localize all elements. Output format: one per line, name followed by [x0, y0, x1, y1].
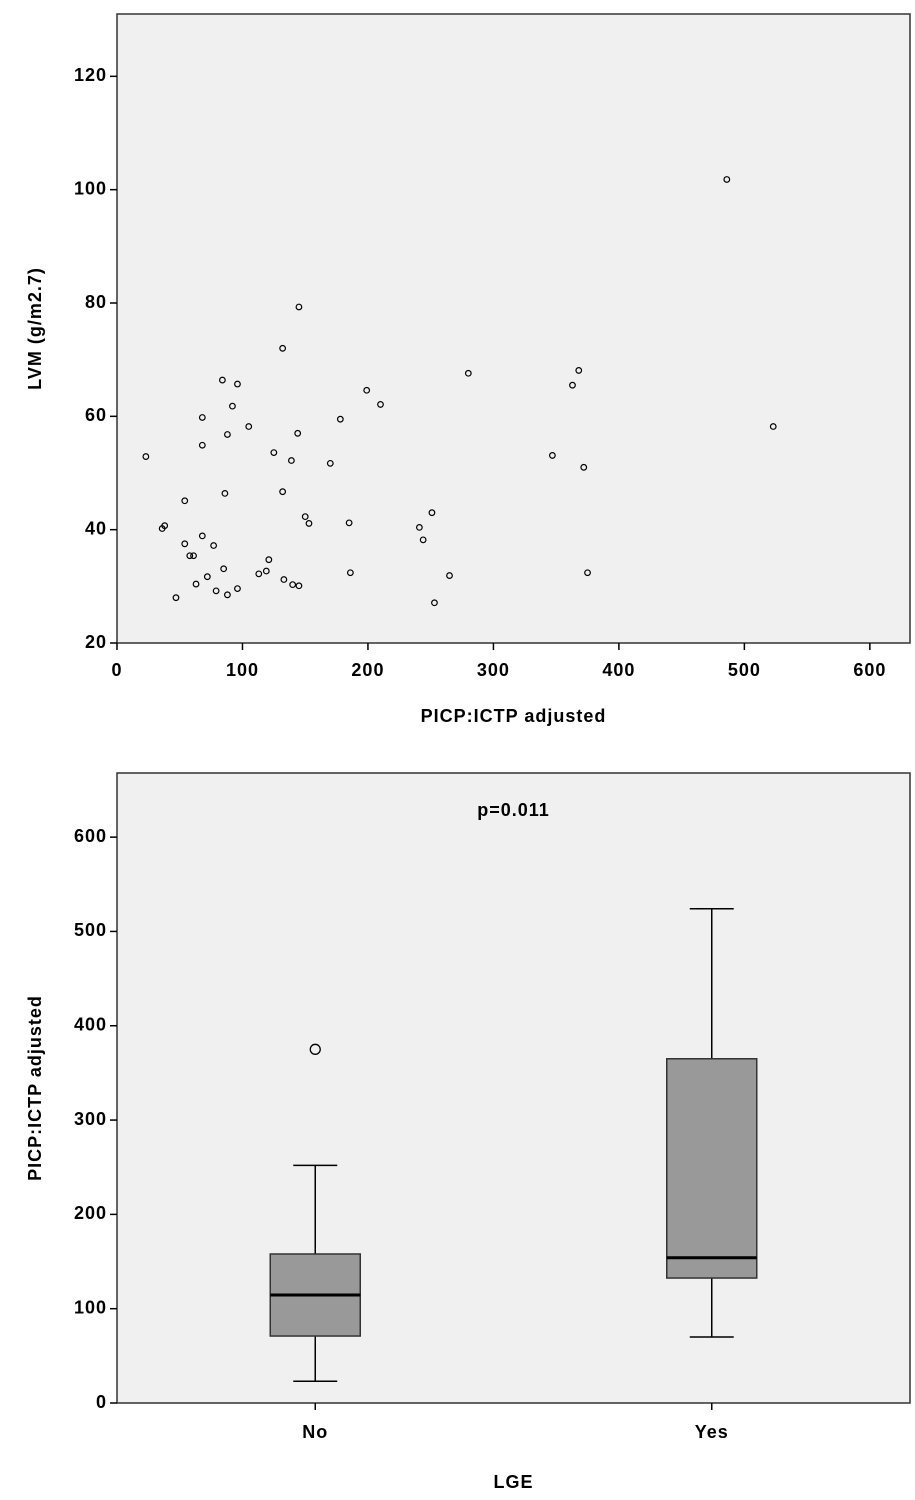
- y-tick-label: 100: [74, 178, 107, 198]
- point: [295, 582, 303, 590]
- point: [569, 381, 576, 389]
- x-tick-label: 100: [226, 660, 259, 680]
- point: [548, 452, 556, 459]
- y-tick-label: 100: [74, 1297, 107, 1317]
- point: [234, 380, 241, 388]
- x-tick-label: 300: [477, 660, 510, 680]
- x-tick-label: 0: [111, 660, 122, 680]
- point: [198, 441, 206, 449]
- x-axis-label: LGE: [493, 1472, 533, 1492]
- y-tick-label: 0: [96, 1392, 107, 1412]
- point: [210, 542, 218, 549]
- point: [336, 415, 344, 423]
- point: [142, 453, 150, 460]
- point: [326, 459, 334, 467]
- point: [305, 520, 313, 527]
- point: [212, 587, 220, 595]
- point: [181, 497, 189, 505]
- point: [280, 576, 288, 583]
- y-tick-label: 500: [74, 920, 107, 940]
- point: [769, 423, 777, 430]
- point: [464, 369, 472, 377]
- point: [234, 585, 241, 592]
- point: [186, 552, 194, 560]
- x-axis-label: PICP:ICTP adjusted: [421, 706, 607, 726]
- x-tick-label: 500: [728, 660, 761, 680]
- annotation: p=0.011: [477, 800, 550, 820]
- point: [270, 449, 278, 457]
- y-tick-label: 120: [74, 65, 107, 85]
- point: [224, 591, 231, 599]
- y-tick-label: 400: [74, 1015, 107, 1035]
- point: [203, 573, 211, 581]
- point: [198, 532, 206, 540]
- point: [289, 581, 297, 589]
- x-tick-label: 400: [602, 660, 635, 680]
- point: [172, 594, 180, 602]
- box: [666, 1058, 758, 1279]
- outlier: [309, 1043, 321, 1055]
- y-tick-label: 60: [85, 405, 107, 425]
- point: [224, 431, 231, 438]
- point: [245, 423, 253, 430]
- x-tick-label: 200: [351, 660, 384, 680]
- point: [265, 556, 273, 564]
- point: [255, 570, 263, 578]
- point: [229, 402, 236, 410]
- point: [221, 490, 229, 497]
- point: [198, 414, 206, 421]
- y-tick-label: 600: [74, 826, 107, 846]
- point: [294, 429, 302, 437]
- point: [377, 401, 384, 408]
- point: [584, 569, 591, 577]
- y-tick-label: 200: [74, 1203, 107, 1223]
- point: [218, 376, 226, 384]
- point: [363, 386, 371, 394]
- point: [415, 524, 423, 531]
- x-tick-label: Yes: [695, 1422, 729, 1442]
- y-tick-label: 20: [85, 632, 107, 652]
- plot-area: [116, 772, 911, 1404]
- y-tick-label: 300: [74, 1109, 107, 1129]
- x-tick-label: No: [302, 1422, 328, 1442]
- point: [580, 463, 588, 471]
- y-axis-label: LVM (g/m2.7): [25, 267, 45, 390]
- point: [345, 519, 353, 527]
- point: [346, 569, 354, 577]
- point: [723, 176, 731, 183]
- point: [161, 522, 169, 530]
- x-tick-label: 600: [853, 660, 886, 680]
- point: [279, 488, 287, 496]
- point: [288, 457, 295, 464]
- y-tick-label: 40: [85, 518, 107, 538]
- point: [190, 552, 197, 560]
- y-tick-label: 80: [85, 292, 107, 312]
- plot-area: [116, 13, 911, 644]
- point: [279, 344, 287, 352]
- point: [301, 513, 309, 521]
- point: [428, 509, 436, 517]
- point: [181, 540, 189, 548]
- point: [575, 367, 583, 374]
- y-axis-label: PICP:ICTP adjusted: [25, 995, 45, 1181]
- point: [431, 599, 438, 607]
- point: [419, 536, 427, 544]
- point: [220, 565, 228, 573]
- point: [446, 572, 453, 579]
- point: [192, 580, 200, 588]
- point: [295, 303, 303, 311]
- point: [262, 567, 270, 575]
